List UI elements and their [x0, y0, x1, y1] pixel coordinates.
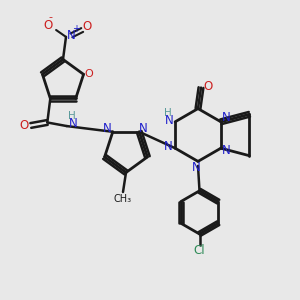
Text: O: O — [85, 69, 93, 79]
Text: N: N — [140, 122, 148, 135]
Text: N: N — [164, 140, 173, 153]
Text: N: N — [192, 161, 201, 175]
Text: N: N — [103, 122, 112, 135]
Text: N: N — [68, 117, 77, 130]
Text: H: H — [68, 112, 76, 122]
Text: O: O — [203, 80, 212, 93]
Text: O: O — [44, 19, 52, 32]
Text: N: N — [222, 144, 231, 157]
Text: O: O — [20, 119, 29, 132]
Text: CH₃: CH₃ — [113, 194, 131, 204]
Text: +: + — [72, 24, 80, 34]
Text: Cl: Cl — [194, 244, 205, 257]
Text: N: N — [222, 111, 231, 124]
Text: N: N — [67, 29, 76, 42]
Text: N: N — [165, 114, 173, 127]
Text: H: H — [164, 108, 172, 118]
Text: O: O — [82, 20, 91, 33]
Text: -: - — [48, 12, 52, 22]
